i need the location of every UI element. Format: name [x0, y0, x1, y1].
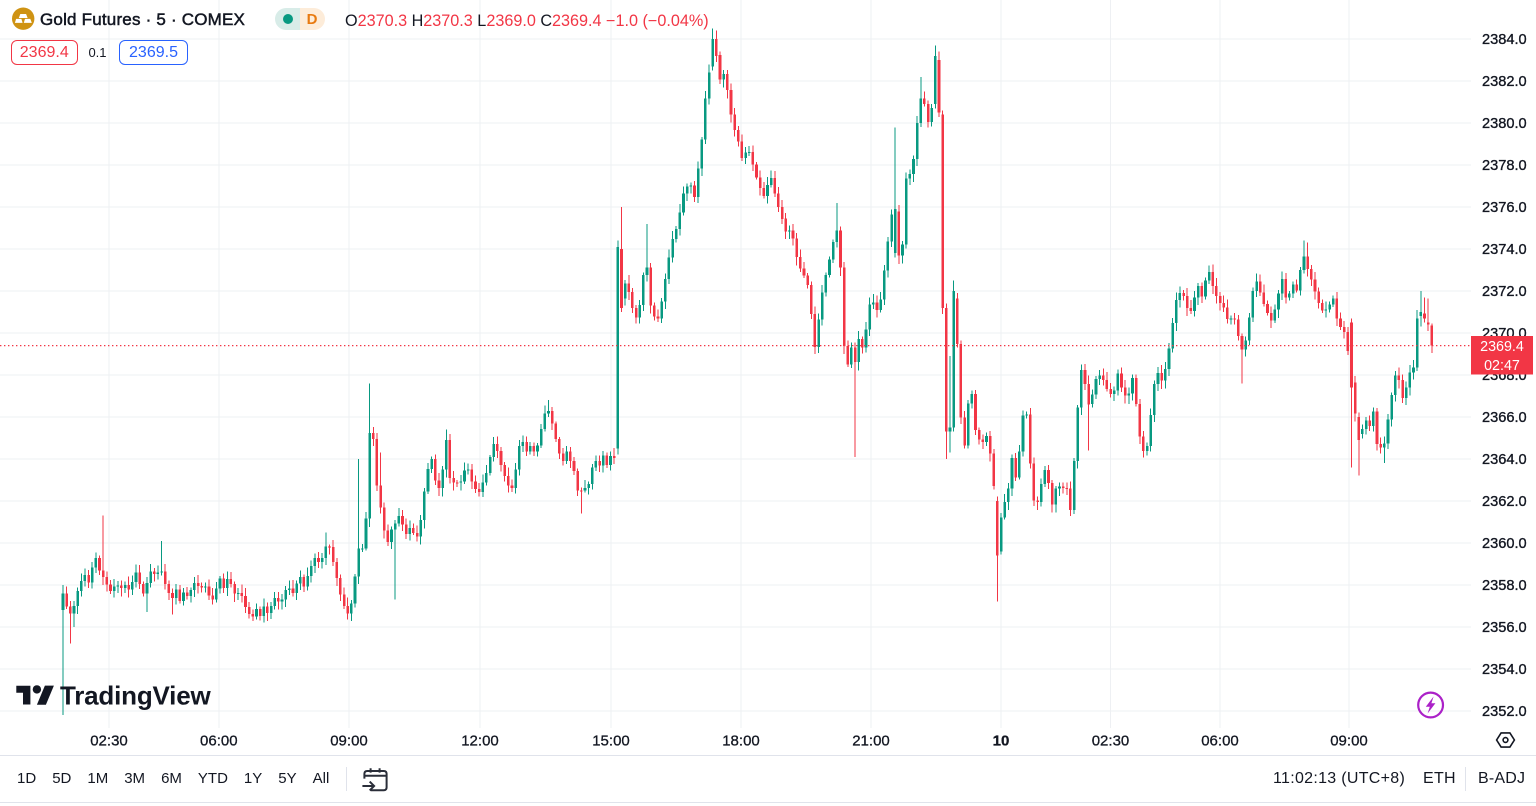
- svg-text:06:00: 06:00: [200, 732, 238, 749]
- svg-text:2362.0: 2362.0: [1482, 494, 1527, 510]
- svg-text:2382.0: 2382.0: [1482, 74, 1527, 90]
- svg-text:2372.0: 2372.0: [1482, 284, 1527, 300]
- svg-text:2380.0: 2380.0: [1482, 116, 1527, 132]
- svg-text:02:30: 02:30: [1092, 732, 1130, 749]
- svg-text:2374.0: 2374.0: [1482, 242, 1527, 258]
- svg-text:02:30: 02:30: [90, 732, 128, 749]
- svg-text:12:00: 12:00: [461, 732, 499, 749]
- svg-text:2384.0: 2384.0: [1482, 32, 1527, 48]
- svg-text:02:47: 02:47: [1484, 358, 1520, 374]
- svg-text:06:00: 06:00: [1201, 732, 1239, 749]
- svg-text:TradingView: TradingView: [60, 681, 211, 711]
- svg-text:15:00: 15:00: [592, 732, 630, 749]
- svg-text:2354.0: 2354.0: [1482, 662, 1527, 678]
- svg-text:21:00: 21:00: [852, 732, 890, 749]
- svg-text:2378.0: 2378.0: [1482, 158, 1527, 174]
- svg-text:09:00: 09:00: [1330, 732, 1368, 749]
- svg-text:2360.0: 2360.0: [1482, 536, 1527, 552]
- svg-text:2352.0: 2352.0: [1482, 704, 1527, 720]
- svg-text:2369.4: 2369.4: [1480, 339, 1524, 355]
- svg-text:10: 10: [993, 732, 1010, 749]
- svg-text:2364.0: 2364.0: [1482, 452, 1527, 468]
- svg-text:2376.0: 2376.0: [1482, 200, 1527, 216]
- svg-text:2366.0: 2366.0: [1482, 410, 1527, 426]
- svg-text:09:00: 09:00: [330, 732, 368, 749]
- svg-text:2358.0: 2358.0: [1482, 578, 1527, 594]
- svg-text:18:00: 18:00: [722, 732, 760, 749]
- svg-text:2356.0: 2356.0: [1482, 620, 1527, 636]
